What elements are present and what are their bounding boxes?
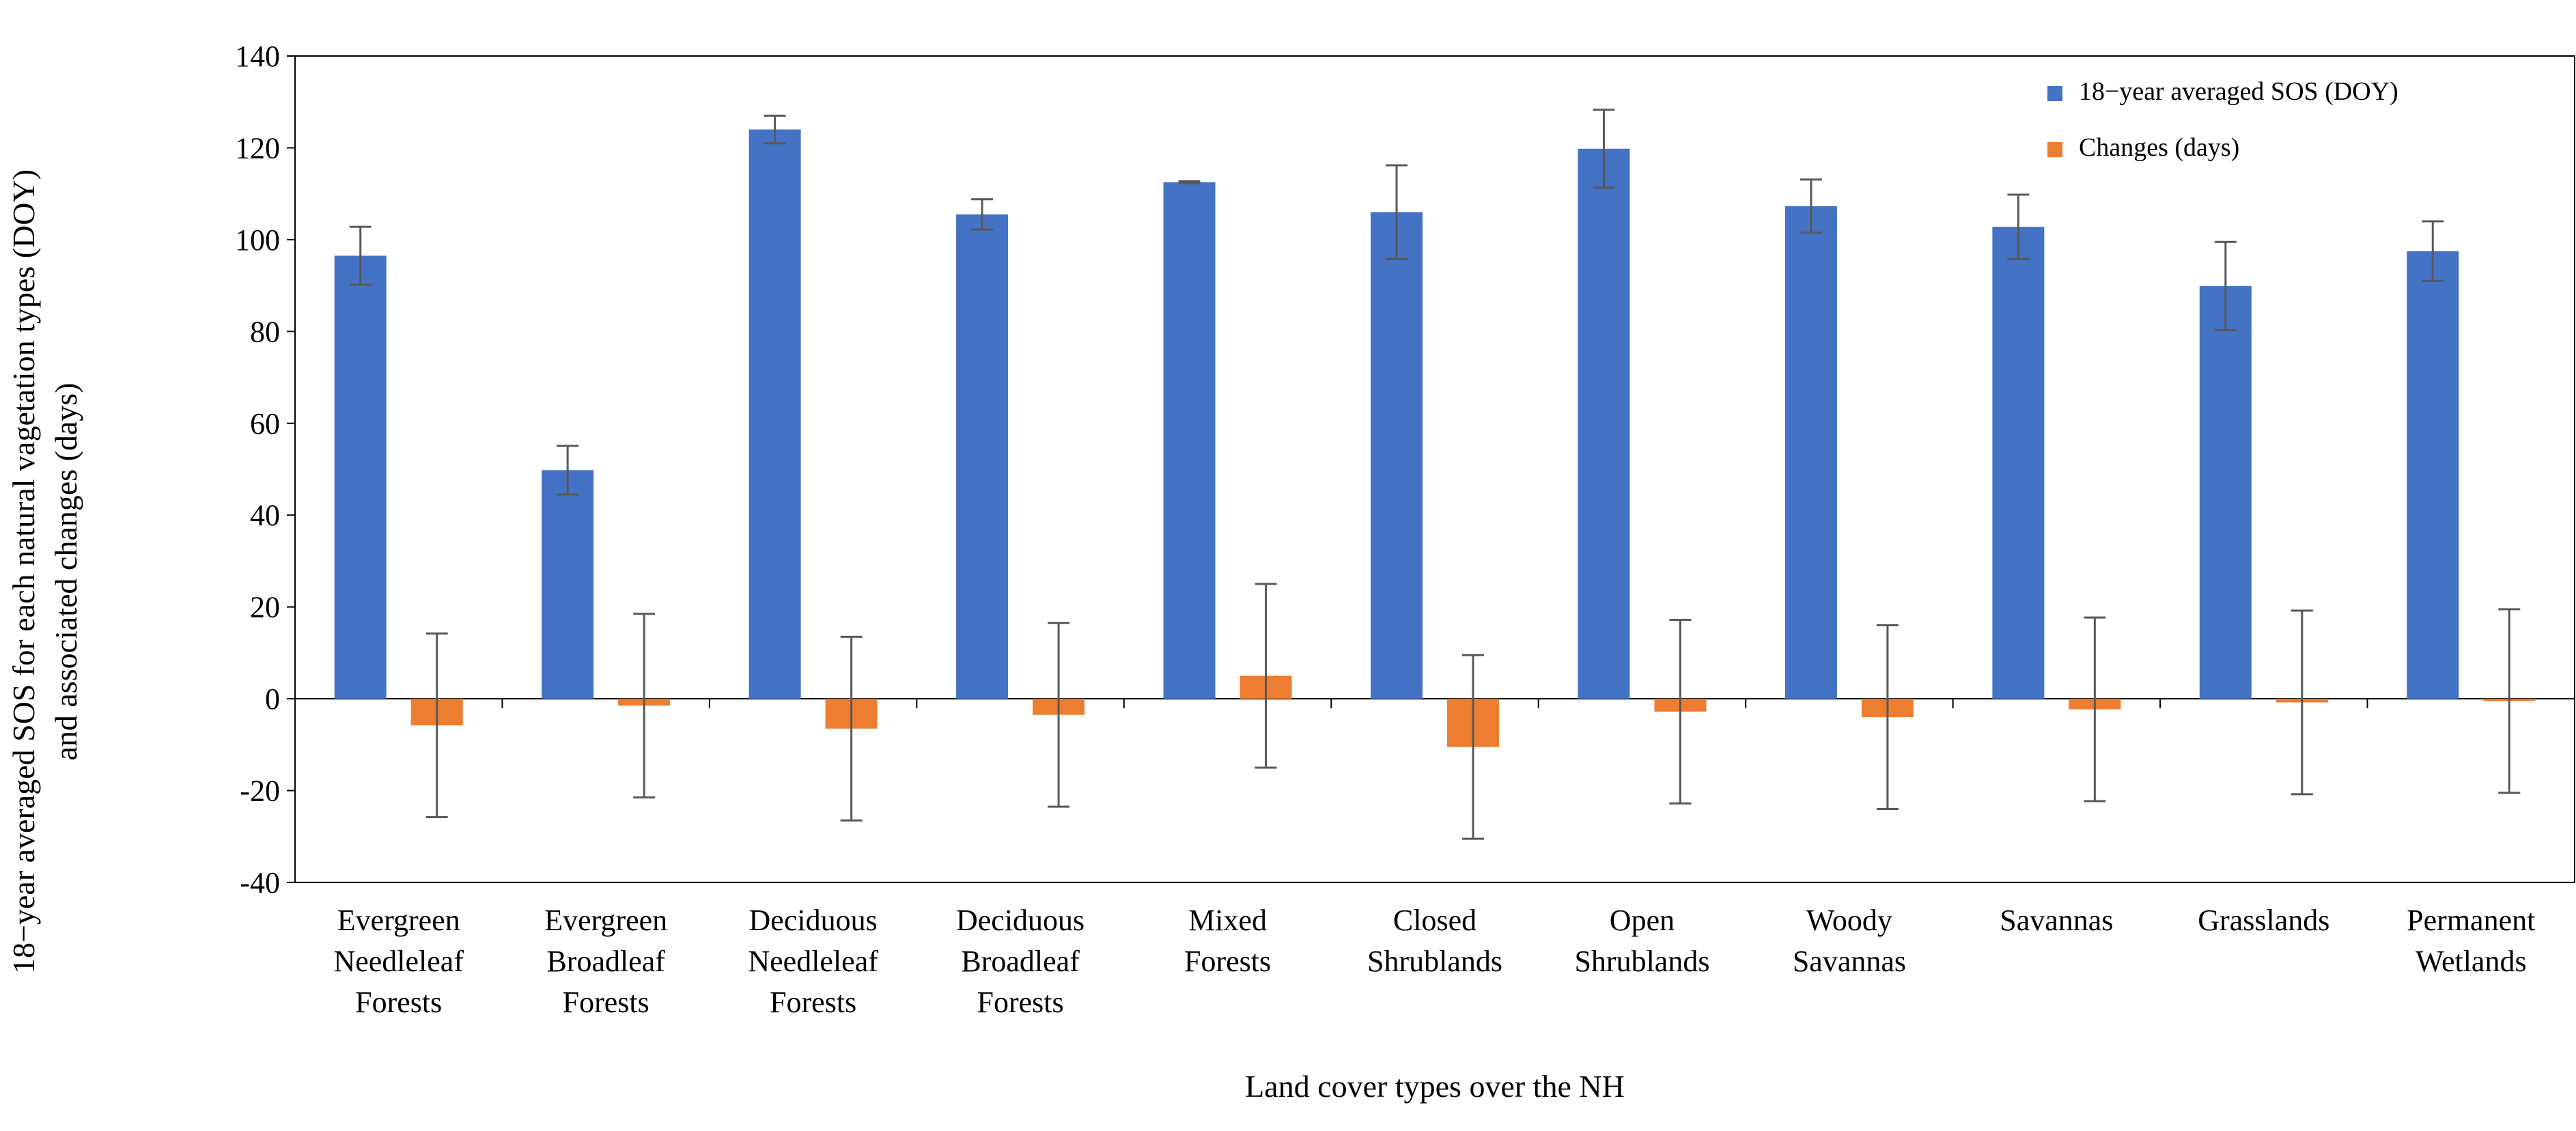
legend: 18−year averaged SOS (DOY) Changes (days) [2047, 77, 2398, 162]
sos-bar [1371, 212, 1423, 699]
sos-bar [956, 214, 1009, 699]
sos-bar [542, 470, 594, 699]
x-category-label: Evergreen [544, 904, 667, 937]
x-category-label: Woody [1806, 904, 1892, 937]
legend-swatch-changes [2047, 142, 2062, 157]
y-axis-title-line-2: and associated changes (days) [48, 382, 83, 760]
sos-bar [1992, 227, 2045, 699]
x-category-label: Mixed [1188, 904, 1267, 937]
x-category-label: Savannas [2000, 904, 2113, 937]
x-category-label: Broadleaf [961, 945, 1080, 978]
y-tick-label: 120 [235, 131, 280, 165]
sos-bar [748, 129, 801, 699]
x-category-label: Wetlands [2416, 945, 2527, 978]
y-tick-label: -20 [240, 774, 280, 808]
sos-bar [1578, 148, 1630, 699]
x-category-label: Savannas [1793, 945, 1906, 978]
legend-label-sos: 18−year averaged SOS (DOY) [2079, 77, 2398, 106]
sos-bar [2407, 251, 2459, 699]
x-category-label: Shrublands [1574, 945, 1709, 978]
x-category-label: Shrublands [1367, 945, 1502, 978]
y-axis-title-line-1: 18−year averaged SOS for each natural va… [6, 169, 41, 974]
x-category-label: Closed [1393, 904, 1476, 937]
x-category-label: Open [1610, 904, 1675, 937]
legend-swatch-sos [2047, 86, 2062, 101]
y-axis-title: 18−year averaged SOS for each natural va… [6, 169, 83, 974]
x-category-label: Evergreen [337, 904, 460, 937]
x-category-label: Forests [977, 986, 1064, 1019]
sos-bar [1784, 206, 1837, 699]
x-category-label: Forests [770, 986, 856, 1019]
legend-label-changes: Changes (days) [2079, 133, 2239, 162]
y-tick-label: 140 [235, 40, 280, 73]
y-tick-label: 80 [250, 315, 280, 348]
x-category-label: Permanent [2407, 904, 2535, 937]
plot-area: -40 -20 0 20 40 60 80 100 120 140 Evergreen Needlel… [235, 40, 2575, 1019]
x-category-label: Grasslands [2198, 904, 2329, 937]
x-category-label: Forests [1184, 945, 1271, 978]
x-axis-title: Land cover types over the NH [1245, 1069, 1625, 1104]
x-category-label: Deciduous [749, 904, 878, 937]
y-tick-label: 100 [235, 223, 280, 257]
y-tick-label: 0 [265, 682, 280, 716]
x-category-label: Broadleaf [546, 945, 665, 978]
x-category-label: Needleleaf [333, 945, 464, 978]
plot-frame [294, 55, 2575, 883]
x-category-label: Forests [355, 986, 442, 1019]
sos-bar [334, 255, 387, 699]
y-tick-label: 40 [250, 499, 280, 532]
y-tick-label: -40 [240, 866, 280, 899]
x-category-label: Deciduous [956, 904, 1084, 937]
y-tick-label: 60 [250, 407, 280, 441]
y-tick-label: 20 [250, 591, 280, 624]
sos-bar [1163, 182, 1216, 699]
x-category-label: Needleleaf [748, 945, 878, 978]
sos-bar [2199, 285, 2252, 699]
x-category-label: Forests [563, 986, 649, 1019]
